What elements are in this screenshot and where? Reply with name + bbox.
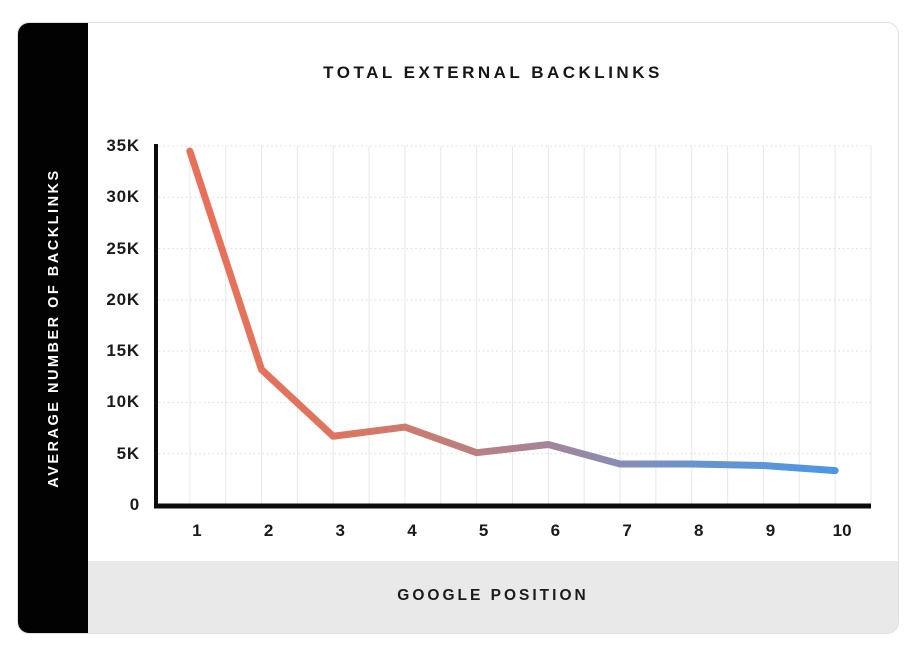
x-tick-label: 10 — [832, 521, 852, 540]
y-tick-label: 30K — [106, 187, 140, 207]
y-tick-label: 10K — [106, 392, 140, 412]
y-axis-title-bar: AVERAGE NUMBER OF BACKLINKS — [18, 23, 88, 633]
x-axis-band: GOOGLE POSITION — [88, 561, 898, 633]
x-tick-label: 8 — [694, 521, 704, 540]
x-tick-label: 7 — [622, 521, 632, 540]
x-tick-label: 2 — [263, 521, 274, 540]
y-axis-title: AVERAGE NUMBER OF BACKLINKS — [46, 168, 62, 488]
x-tick-label: 4 — [407, 521, 417, 540]
x-tick-label: 6 — [550, 521, 561, 540]
x-tick-label: 9 — [765, 521, 776, 540]
chart-card: AVERAGE NUMBER OF BACKLINKS TOTAL EXTERN… — [17, 22, 899, 634]
x-axis-title: GOOGLE POSITION — [397, 587, 589, 604]
y-tick-label: 0 — [129, 495, 140, 514]
chart-title: TOTAL EXTERNAL BACKLINKS — [323, 63, 663, 82]
y-tick-label: 5K — [116, 443, 140, 463]
y-tick-label: 35K — [106, 136, 140, 155]
x-tick-label: 5 — [478, 521, 489, 540]
line-chart-plot — [154, 144, 872, 509]
y-tick-label: 20K — [106, 289, 140, 309]
x-tick-label: 1 — [192, 521, 202, 540]
x-tick-label: 3 — [335, 521, 345, 540]
y-tick-label: 15K — [106, 341, 140, 361]
y-tick-label: 25K — [106, 238, 140, 258]
